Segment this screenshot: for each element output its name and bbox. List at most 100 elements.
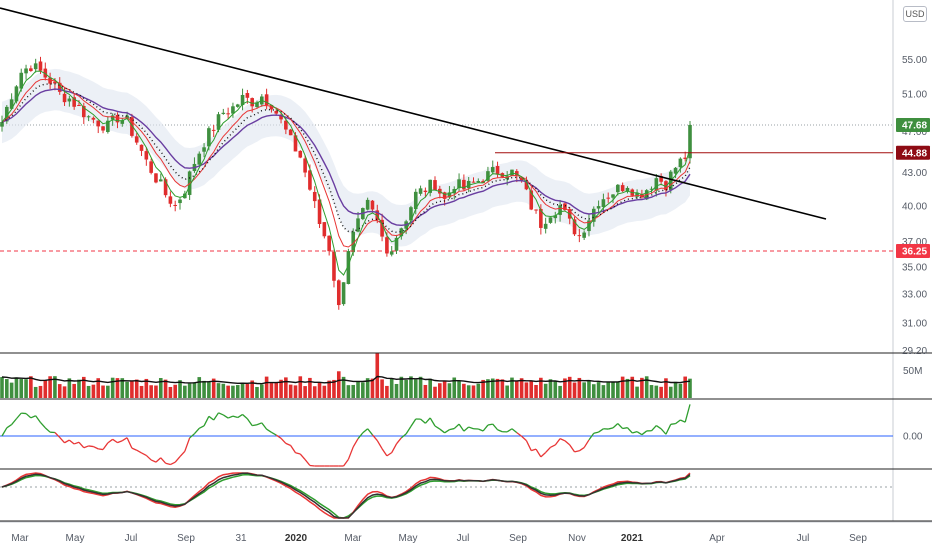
candle-body[interactable]: [654, 178, 659, 191]
volume-bar[interactable]: [264, 376, 269, 398]
volume-bar[interactable]: [211, 378, 216, 398]
volume-bar[interactable]: [668, 386, 673, 398]
volume-bar[interactable]: [336, 371, 341, 398]
volume-bar[interactable]: [510, 377, 514, 398]
candle-body[interactable]: [9, 99, 14, 109]
volume-bar[interactable]: [110, 377, 115, 398]
volume-bar[interactable]: [207, 381, 211, 398]
candle-body[interactable]: [601, 199, 606, 208]
volume-bar[interactable]: [471, 385, 476, 398]
volume-bar[interactable]: [269, 383, 274, 398]
volume-bar[interactable]: [673, 381, 678, 398]
volume-bar[interactable]: [495, 378, 500, 398]
volume-bar[interactable]: [332, 379, 336, 398]
candle-body[interactable]: [5, 106, 9, 122]
volume-bar[interactable]: [490, 378, 495, 398]
oscillator-panel[interactable]: 0.00: [0, 404, 923, 467]
candle-body[interactable]: [577, 235, 582, 237]
volume-bar[interactable]: [438, 383, 442, 398]
volume-bar[interactable]: [250, 380, 254, 398]
volume-bar[interactable]: [173, 384, 178, 398]
volume-bar[interactable]: [327, 380, 331, 398]
volume-bar[interactable]: [659, 386, 663, 398]
volume-bar[interactable]: [38, 385, 43, 398]
volume-bar[interactable]: [611, 382, 615, 398]
candle-body[interactable]: [635, 192, 639, 197]
candle-body[interactable]: [106, 120, 110, 132]
candle-body[interactable]: [250, 98, 254, 107]
candle-body[interactable]: [86, 116, 91, 118]
candle-body[interactable]: [288, 129, 293, 136]
volume-bar[interactable]: [255, 386, 259, 398]
candle-body[interactable]: [529, 190, 534, 210]
volume-bar[interactable]: [428, 378, 432, 398]
candle-body[interactable]: [53, 81, 57, 84]
descending-trendline[interactable]: [0, 7, 827, 220]
volume-bar[interactable]: [486, 379, 490, 398]
candle-body[interactable]: [471, 181, 476, 183]
volume-bar[interactable]: [500, 379, 505, 398]
volume-bar[interactable]: [221, 383, 226, 398]
candle-body[interactable]: [130, 117, 134, 136]
candle-body[interactable]: [197, 153, 202, 165]
volume-bar[interactable]: [630, 376, 635, 398]
candle-body[interactable]: [332, 251, 336, 281]
volume-bar[interactable]: [452, 377, 457, 398]
candle-body[interactable]: [664, 181, 668, 191]
candle-body[interactable]: [269, 104, 274, 110]
candle-body[interactable]: [418, 188, 423, 194]
candle-body[interactable]: [168, 196, 173, 204]
volume-bar[interactable]: [399, 376, 404, 398]
volume-bar[interactable]: [640, 377, 644, 398]
volume-bar[interactable]: [524, 382, 529, 398]
volume-bar[interactable]: [385, 385, 389, 398]
volume-bar[interactable]: [346, 385, 351, 398]
volume-bar[interactable]: [413, 379, 418, 398]
price-axis[interactable]: 55.00 51.00 47.00 43.00 40.00 37.00 35.00 33.00…: [896, 55, 930, 357]
candle-body[interactable]: [226, 113, 230, 115]
volume-bar[interactable]: [19, 379, 24, 398]
volume-bar[interactable]: [606, 381, 611, 398]
candle-body[interactable]: [620, 185, 625, 192]
candle-body[interactable]: [125, 115, 129, 119]
volume-bar[interactable]: [231, 385, 235, 398]
candle-body[interactable]: [346, 251, 351, 284]
volume-bar[interactable]: [577, 377, 582, 398]
volume-bar[interactable]: [245, 384, 250, 398]
volume-bar[interactable]: [375, 353, 380, 398]
volume-bar[interactable]: [91, 384, 96, 398]
volume-bar[interactable]: [0, 377, 4, 398]
volume-bar[interactable]: [86, 385, 91, 398]
candle-body[interactable]: [173, 204, 178, 206]
candle-body[interactable]: [399, 228, 404, 237]
volume-bar[interactable]: [183, 385, 187, 398]
volume-bar[interactable]: [158, 378, 163, 398]
volume-bar[interactable]: [365, 378, 370, 398]
candle-body[interactable]: [144, 151, 149, 160]
volume-bar[interactable]: [96, 378, 101, 398]
candle-body[interactable]: [336, 280, 341, 306]
candle-body[interactable]: [572, 219, 577, 235]
candle-body[interactable]: [211, 129, 216, 131]
candle-body[interactable]: [240, 94, 245, 106]
candle-body[interactable]: [72, 97, 76, 107]
volume-bar[interactable]: [567, 376, 572, 398]
candle-body[interactable]: [365, 199, 370, 210]
volume-bar[interactable]: [115, 378, 120, 398]
volume-bar[interactable]: [418, 376, 423, 398]
volume-bar[interactable]: [130, 381, 134, 398]
candle-body[interactable]: [317, 199, 322, 225]
candle-body[interactable]: [43, 68, 48, 78]
volume-bar[interactable]: [279, 379, 283, 398]
candle-body[interactable]: [558, 205, 562, 215]
candle-body[interactable]: [24, 68, 28, 74]
volume-bar[interactable]: [587, 380, 591, 398]
candle-body[interactable]: [19, 72, 24, 89]
volume-bar[interactable]: [274, 382, 279, 398]
candle-body[interactable]: [495, 166, 500, 175]
volume-bar[interactable]: [106, 385, 110, 398]
candle-body[interactable]: [139, 144, 144, 151]
volume-bar[interactable]: [178, 380, 182, 398]
candle-body[interactable]: [490, 167, 495, 173]
candle-body[interactable]: [57, 82, 62, 92]
